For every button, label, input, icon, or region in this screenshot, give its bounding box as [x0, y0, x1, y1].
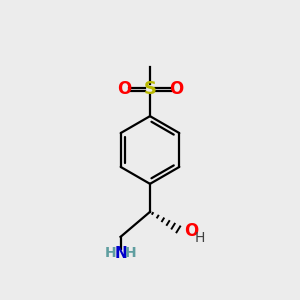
Text: O: O — [117, 80, 131, 98]
Text: N: N — [114, 246, 127, 261]
Text: H: H — [195, 231, 206, 245]
Text: H: H — [105, 246, 117, 260]
Text: O: O — [184, 222, 199, 240]
Text: S: S — [143, 80, 157, 98]
Text: H: H — [124, 246, 136, 260]
Text: O: O — [169, 80, 183, 98]
